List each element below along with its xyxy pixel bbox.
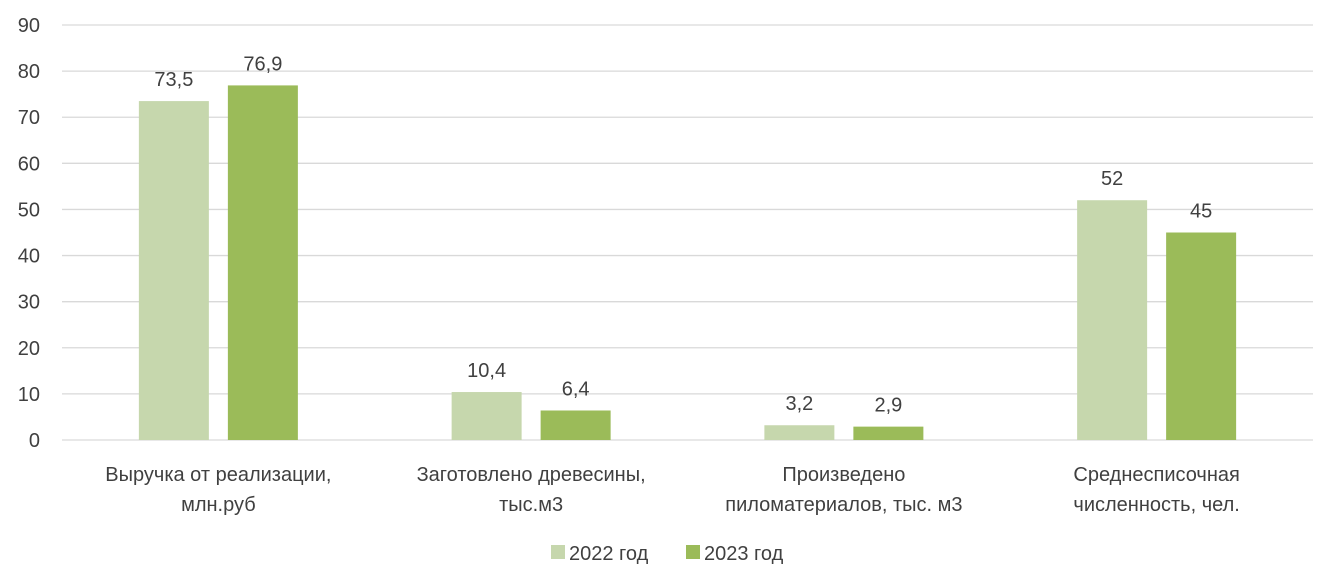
y-tick-label: 60	[18, 153, 40, 175]
x-category-label: Среднесписочная	[1073, 464, 1239, 486]
x-category-label: пиломатериалов, тыс. м3	[725, 494, 962, 516]
y-tick-label: 0	[29, 430, 40, 452]
y-tick-label: 20	[18, 338, 40, 360]
data-label: 73,5	[154, 69, 193, 91]
legend-swatch-series-2	[686, 545, 700, 559]
legend-swatch-series-1	[551, 545, 565, 559]
x-category-label: Заготовлено древесины,	[417, 464, 646, 486]
legend-label: 2023 год	[704, 543, 784, 565]
bar-series-2	[1166, 232, 1237, 440]
data-label: 76,9	[243, 53, 282, 75]
y-tick-label: 40	[18, 246, 40, 268]
data-label: 10,4	[467, 360, 506, 382]
x-category-label: Выручка от реализации,	[105, 464, 331, 486]
bar-series-1	[764, 425, 835, 440]
bar-series-2	[227, 85, 298, 441]
data-label: 2,9	[874, 395, 902, 417]
x-category-label: тыс.м3	[499, 494, 563, 516]
y-tick-label: 70	[18, 107, 40, 129]
x-category-label: Произведено	[782, 464, 905, 486]
y-tick-label: 10	[18, 384, 40, 406]
data-label: 6,4	[562, 378, 590, 400]
data-label: 45	[1190, 201, 1212, 223]
bar-series-1	[138, 101, 209, 440]
x-category-label: млн.руб	[181, 494, 256, 516]
data-label: 3,2	[785, 393, 813, 415]
y-tick-label: 80	[18, 61, 40, 83]
legend-label: 2022 год	[569, 543, 649, 565]
bar-series-2	[540, 410, 611, 440]
bar-series-2	[853, 426, 924, 440]
y-tick-label: 90	[18, 15, 40, 37]
data-label: 52	[1101, 168, 1123, 190]
bar-series-1	[1077, 200, 1148, 440]
x-category-label: численность, чел.	[1073, 494, 1239, 516]
bar-series-1	[451, 392, 522, 440]
y-tick-label: 50	[18, 199, 40, 221]
y-tick-label: 30	[18, 292, 40, 314]
